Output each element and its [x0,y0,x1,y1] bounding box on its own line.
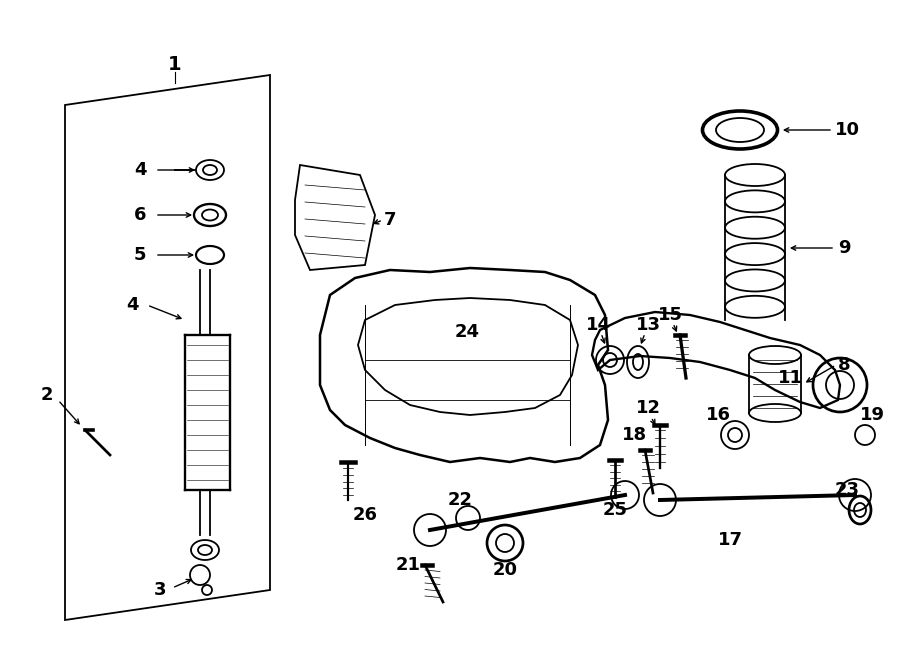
Text: 25: 25 [602,501,627,519]
Text: 3: 3 [154,581,166,599]
Text: 4: 4 [126,296,139,314]
Text: 6: 6 [134,206,146,224]
Text: 2: 2 [40,386,53,404]
Text: 8: 8 [838,356,850,374]
Text: 11: 11 [778,369,803,387]
Text: 17: 17 [717,531,742,549]
Text: 7: 7 [383,211,396,229]
Text: 26: 26 [353,506,377,524]
Text: 4: 4 [134,161,146,179]
Text: 20: 20 [492,561,517,579]
Text: 1: 1 [168,56,182,75]
Text: 19: 19 [860,406,885,424]
Text: 12: 12 [635,399,661,417]
Text: 21: 21 [395,556,420,574]
Text: 18: 18 [623,426,648,444]
Text: 16: 16 [706,406,731,424]
Text: 23: 23 [834,481,860,499]
Text: 15: 15 [658,306,682,324]
Text: 13: 13 [635,316,661,334]
Text: 9: 9 [838,239,850,257]
Text: 5: 5 [134,246,146,264]
Text: 24: 24 [454,323,480,341]
Text: 10: 10 [835,121,860,139]
Text: 22: 22 [447,491,473,509]
Text: 14: 14 [586,316,610,334]
